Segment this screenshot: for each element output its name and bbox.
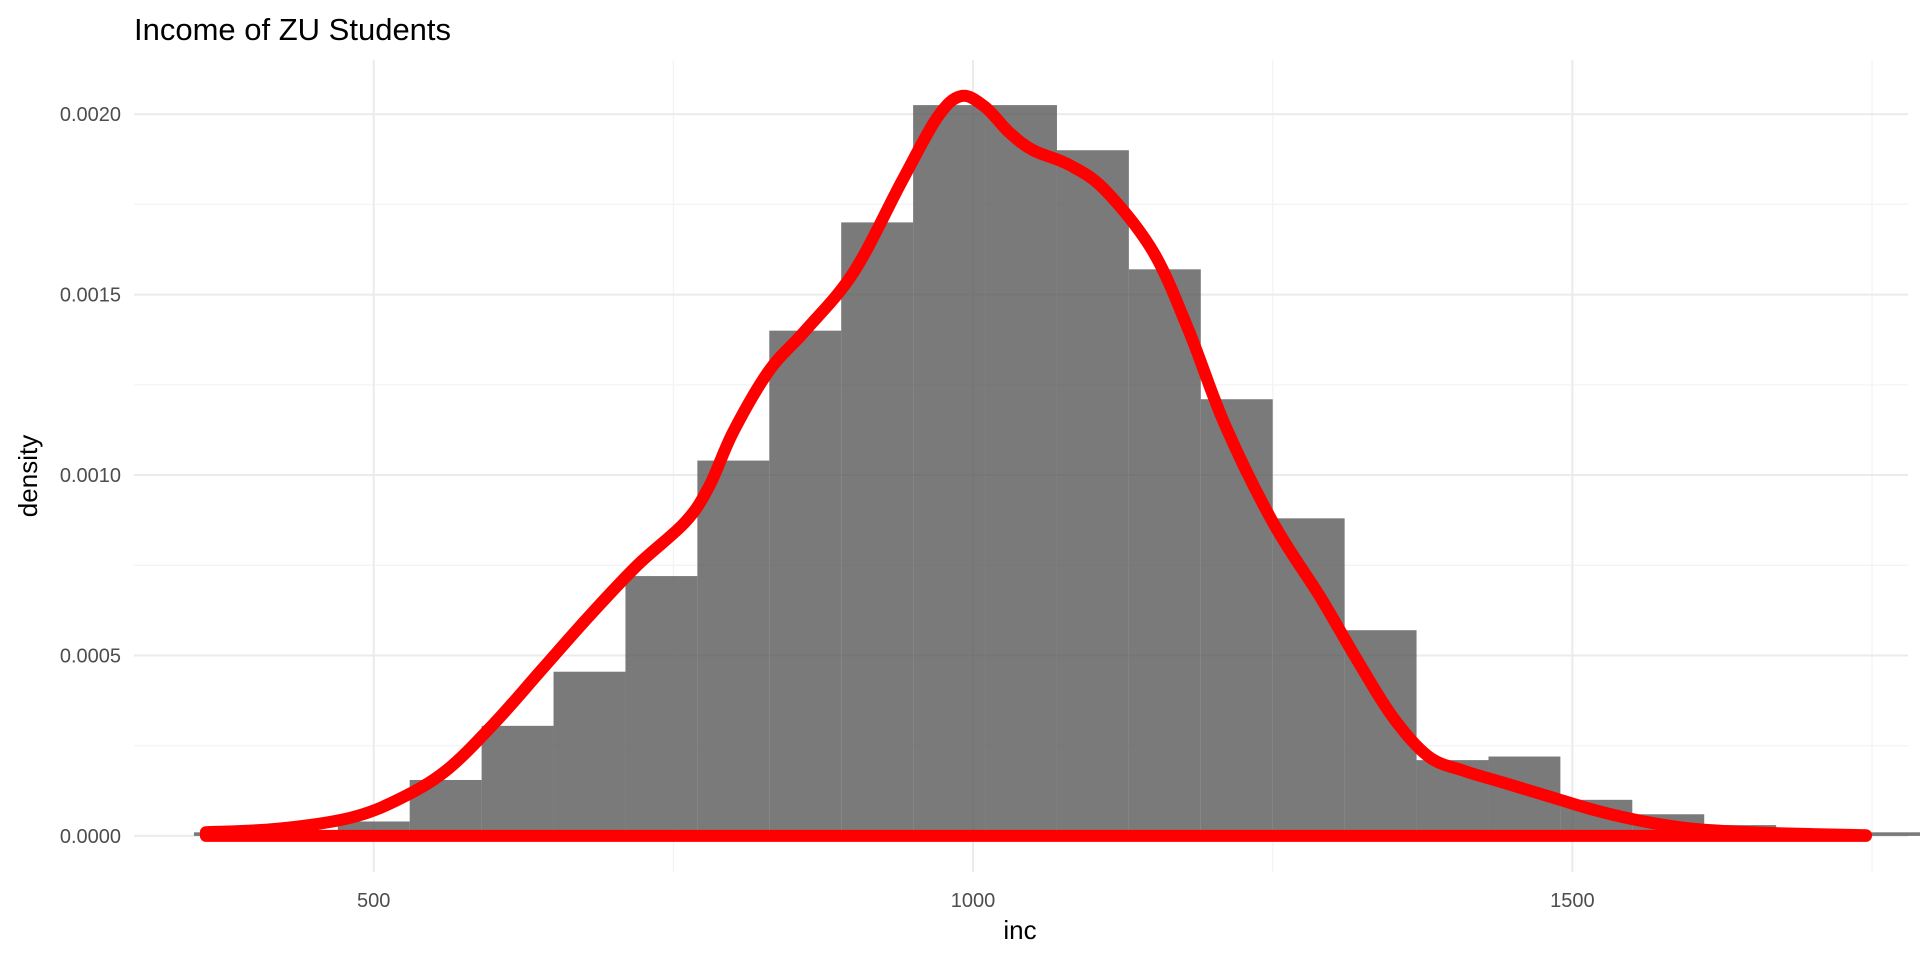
x-tick-label: 1500: [1550, 890, 1595, 912]
chart-title: Income of ZU Students: [134, 12, 451, 47]
x-axis-ticks: 500 1000 1500: [357, 890, 1595, 912]
histogram-bar: [1056, 150, 1129, 836]
histogram-bar: [553, 671, 626, 836]
histogram-bar: [481, 725, 554, 836]
density-curve: [199, 89, 1872, 842]
x-tick-label: 500: [357, 890, 390, 912]
y-axis-title: density: [13, 435, 43, 517]
histogram-bar: [985, 105, 1057, 836]
y-tick-label: 0.0000: [60, 826, 121, 848]
histogram-bars: [193, 105, 1920, 836]
histogram-bar: [1848, 832, 1920, 836]
y-axis-ticks: 0.0000 0.0005 0.0010 0.0015 0.0020: [60, 104, 121, 848]
histogram-bar: [1200, 399, 1273, 836]
y-tick-label: 0.0010: [60, 465, 121, 487]
x-tick-label: 1000: [951, 890, 996, 912]
histogram-bar: [1128, 269, 1201, 836]
histogram-bar: [625, 576, 698, 836]
density-curve-layer: [199, 89, 1872, 842]
x-axis-title: inc: [1003, 915, 1036, 945]
histogram-bar: [913, 105, 986, 836]
histogram-bar: [697, 460, 770, 836]
y-tick-label: 0.0015: [60, 285, 121, 307]
histogram-bar: [841, 222, 914, 836]
histogram-bar: [769, 330, 842, 836]
y-tick-label: 0.0005: [60, 645, 121, 667]
histogram-bar: [1272, 518, 1345, 836]
y-tick-label: 0.0020: [60, 104, 121, 126]
